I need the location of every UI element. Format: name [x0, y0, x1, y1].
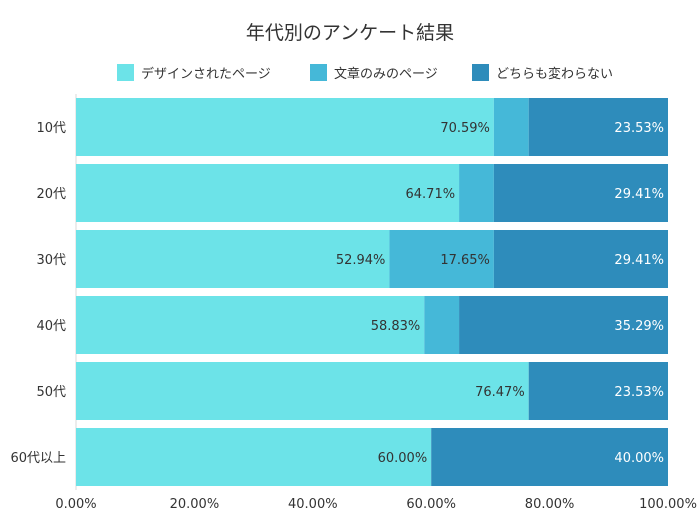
- data-label: 60.00%: [378, 451, 428, 466]
- category-label: 60代以上: [10, 451, 66, 466]
- legend-item-text-only: 文章のみのページ: [310, 63, 438, 82]
- bar-segment: [389, 230, 494, 288]
- data-label: 29.41%: [614, 187, 664, 202]
- data-label: 35.29%: [614, 319, 664, 334]
- legend-swatch-no-difference: [472, 64, 489, 81]
- legend-item-designed: デザインされたページ: [117, 63, 271, 82]
- x-tick-label: 20.00%: [170, 497, 220, 512]
- chart-title: 年代別のアンケート結果: [245, 22, 455, 44]
- category-label: 30代: [36, 253, 66, 268]
- bar-segment: [76, 362, 529, 420]
- bar-segment: [493, 230, 668, 288]
- legend-item-no-difference: どちらも変わらない: [472, 63, 613, 82]
- data-label: 29.41%: [614, 253, 664, 268]
- category-label: 50代: [36, 385, 66, 400]
- data-label: 76.47%: [475, 385, 525, 400]
- data-label: 52.94%: [336, 253, 386, 268]
- category-label: 10代: [36, 121, 66, 136]
- bar-segment: [459, 296, 668, 354]
- bar-segment: [76, 164, 460, 222]
- legend-label-no-difference: どちらも変わらない: [496, 67, 614, 82]
- x-tick-label: 60.00%: [406, 497, 456, 512]
- bar-segment: [493, 164, 668, 222]
- legend-label-text-only: 文章のみのページ: [334, 67, 438, 82]
- bar-segment: [76, 296, 425, 354]
- bar-segment: [431, 428, 668, 486]
- data-label: 58.83%: [371, 319, 421, 334]
- legend-swatch-text-only: [310, 64, 327, 81]
- bar-segment: [76, 98, 494, 156]
- category-label: 20代: [36, 187, 66, 202]
- bar-segment: [493, 98, 529, 156]
- legend: デザインされたページ 文章のみのページ どちらも変わらない: [0, 63, 700, 85]
- bar-segment: [528, 362, 668, 420]
- legend-label-designed: デザインされたページ: [141, 67, 271, 82]
- bar-segment: [459, 164, 494, 222]
- data-label: 23.53%: [614, 121, 664, 136]
- x-tick-label: 100.00%: [639, 497, 697, 512]
- data-label: 17.65%: [440, 253, 490, 268]
- data-label: 23.53%: [614, 385, 664, 400]
- x-tick-label: 0.00%: [55, 497, 96, 512]
- data-label: 40.00%: [614, 451, 664, 466]
- bar-segment: [76, 230, 390, 288]
- bar-segment: [76, 428, 432, 486]
- x-tick-label: 80.00%: [525, 497, 575, 512]
- data-label: 64.71%: [406, 187, 456, 202]
- category-label: 40代: [36, 319, 66, 334]
- legend-swatch-designed: [117, 64, 134, 81]
- x-tick-label: 40.00%: [288, 497, 338, 512]
- bar-segment: [424, 296, 460, 354]
- data-label: 70.59%: [440, 121, 490, 136]
- bar-segment: [528, 98, 668, 156]
